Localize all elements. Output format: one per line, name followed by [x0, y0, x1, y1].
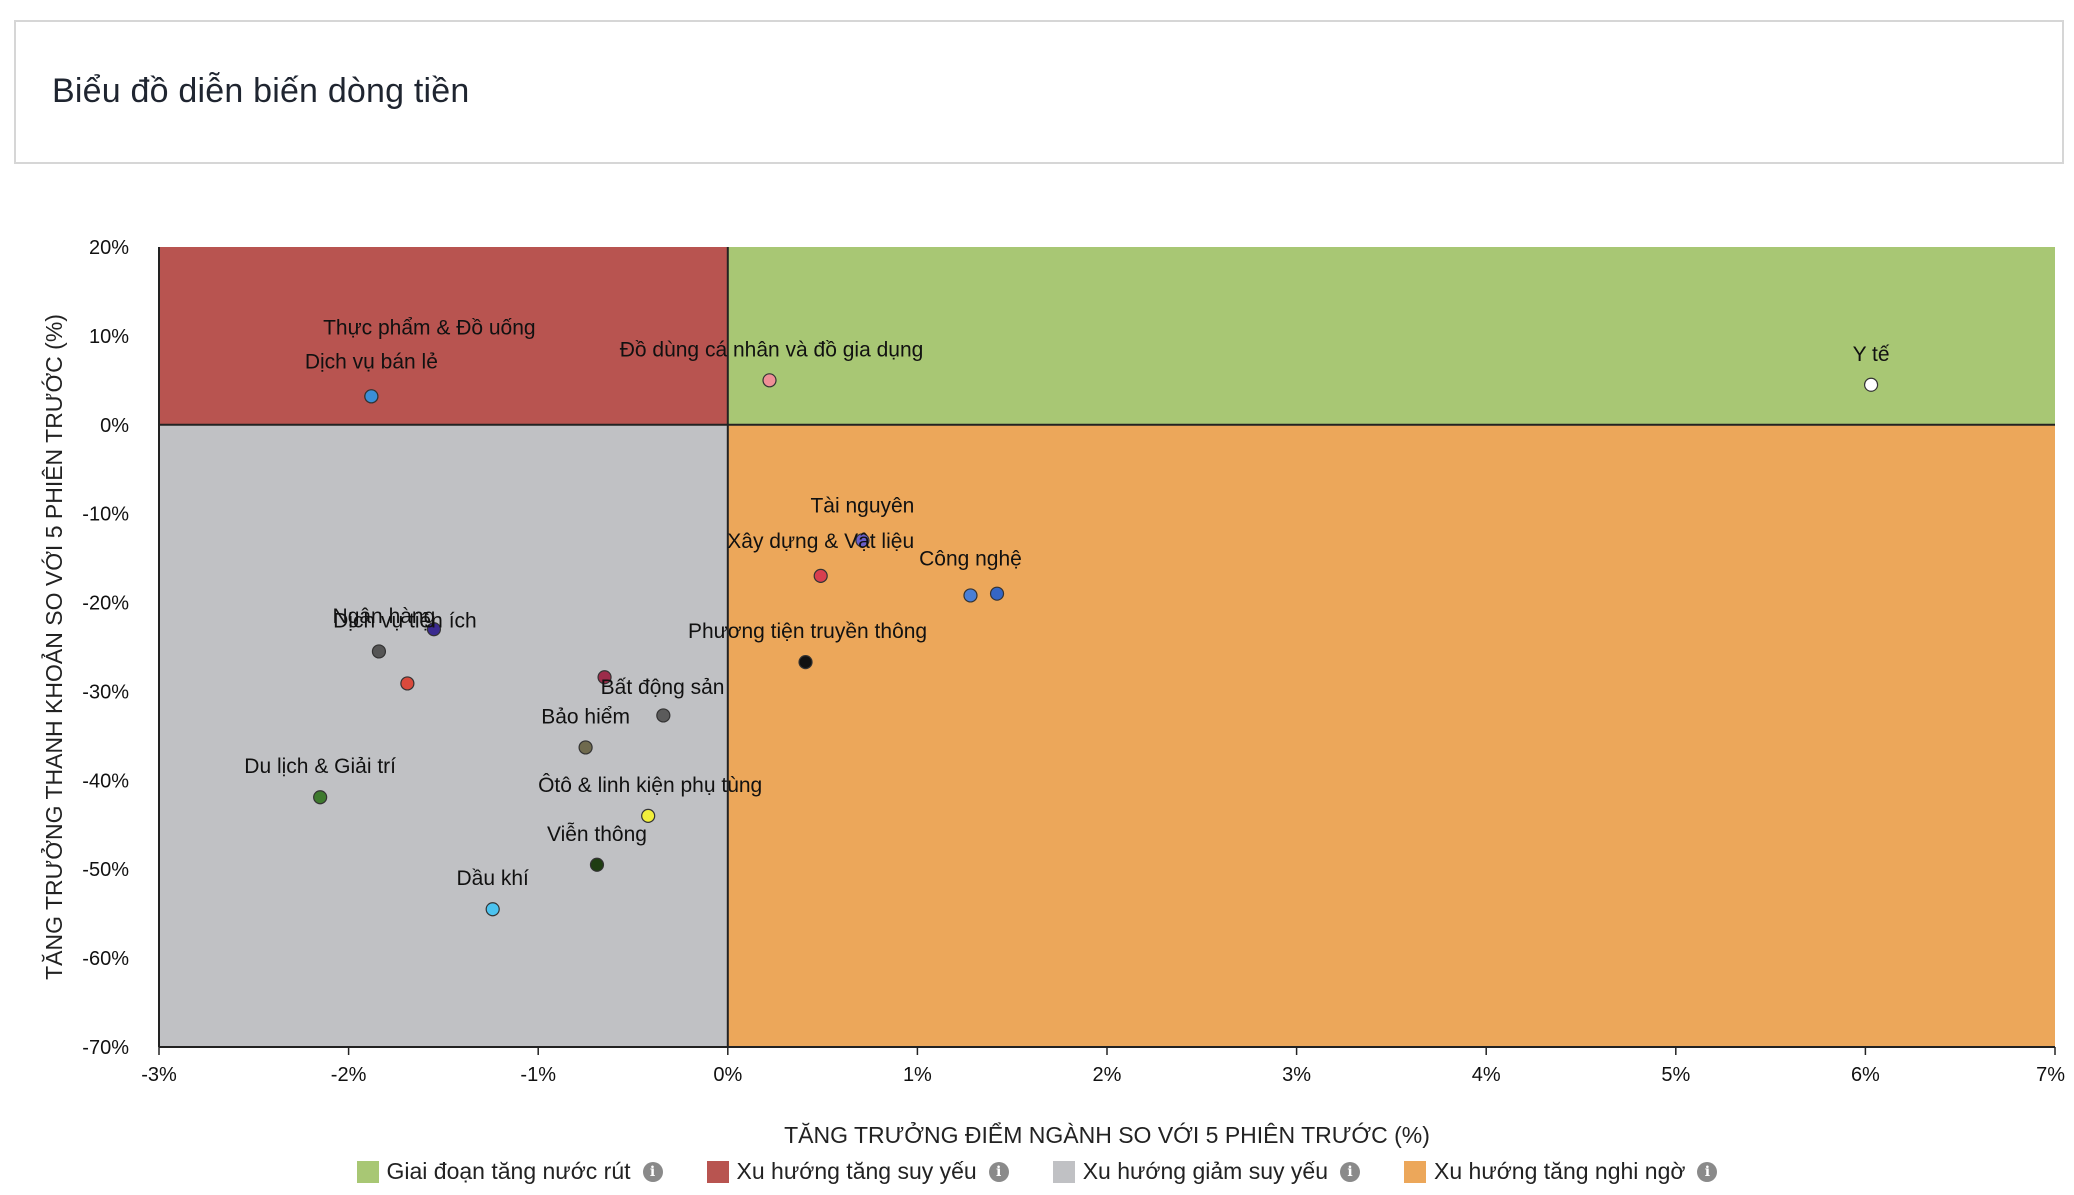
legend-swatch-red: [706, 1160, 729, 1183]
data-point-label: Đồ dùng cá nhân và đồ gia dụng: [620, 338, 924, 361]
quadrant-1: [159, 247, 728, 425]
data-point-label: Phương tiện truyền thông: [688, 620, 927, 643]
data-point-label: Ôtô & linh kiện phụ tùng: [538, 774, 762, 797]
axis-layer: -3% -2% -1% 0% 1% 2% 3% 4% 5% 6% 7% 20% 10% 0% -10% -20…: [82, 237, 2065, 1086]
chart-header-card: Biểu đồ diễn biến dòng tiền: [14, 20, 2064, 164]
legend-item-weakening-downtrend[interactable]: Xu hướng giảm suy yếu i: [1052, 1158, 1360, 1185]
y-tick-label: -20%: [82, 593, 129, 615]
data-point[interactable]: [762, 373, 777, 388]
info-icon[interactable]: i: [988, 1161, 1009, 1182]
x-tick-label: 5%: [1661, 1064, 1690, 1086]
data-point-label: Công nghệ: [919, 547, 1022, 570]
scatter-chart: -3% -2% -1% 0% 1% 2% 3% 4% 5% 6% 7% 20% 10% 0% -10% -20…: [39, 237, 2065, 1148]
info-icon[interactable]: i: [1697, 1161, 1718, 1182]
x-axis-title: TĂNG TRƯỞNG ĐIỂM NGÀNH SO VỚI 5 PHIÊN TR…: [784, 1120, 1430, 1148]
data-point[interactable]: [813, 568, 828, 583]
data-point[interactable]: [313, 790, 328, 805]
data-point[interactable]: [641, 808, 656, 823]
quadrant-0: [727, 247, 2055, 425]
y-tick-label: 10%: [89, 326, 129, 348]
quadrant-layer: [159, 247, 2055, 1047]
y-tick-label: -50%: [82, 859, 129, 881]
x-tick-label: -2%: [331, 1064, 367, 1086]
data-point[interactable]: [597, 670, 612, 685]
page-title: Biểu đồ diễn biến dòng tiền: [52, 72, 470, 110]
quadrant-2: [159, 424, 728, 1047]
data-point-label: Xây dựng & Vật liệu: [727, 530, 914, 553]
x-tick-label: 6%: [1851, 1064, 1880, 1086]
data-point[interactable]: [656, 708, 671, 723]
info-icon[interactable]: i: [642, 1161, 663, 1182]
info-icon[interactable]: i: [1340, 1161, 1360, 1182]
data-point[interactable]: [485, 902, 500, 917]
legend-item-sprint-phase[interactable]: Giai đoạn tăng nước rút i: [356, 1158, 663, 1185]
data-point-label: Bất động sản: [601, 676, 725, 699]
data-point-label: Dịch vụ tiện ích: [333, 609, 477, 632]
y-tick-label: -40%: [82, 770, 129, 792]
x-tick-label: 0%: [713, 1064, 742, 1086]
legend-label: Xu hướng tăng nghi ngờ: [1434, 1158, 1686, 1184]
legend-swatch-orange: [1404, 1160, 1426, 1183]
y-tick-label: 20%: [89, 237, 129, 259]
data-point-label: Tài nguyên: [810, 494, 914, 517]
x-tick-label: 7%: [2036, 1064, 2065, 1086]
data-point[interactable]: [798, 655, 813, 670]
y-tick-label: -10%: [82, 504, 129, 526]
legend-label: Xu hướng giảm suy yếu: [1082, 1158, 1328, 1184]
x-tick-label: 1%: [903, 1064, 932, 1086]
data-point[interactable]: [426, 622, 442, 637]
data-point[interactable]: [371, 644, 387, 659]
point-layer: [313, 373, 1879, 917]
data-point-label: Du lịch & Giải trí: [244, 755, 396, 778]
data-point[interactable]: [989, 586, 1005, 601]
data-point-label: Viễn thông: [547, 823, 647, 846]
data-point[interactable]: [589, 857, 605, 872]
data-point[interactable]: [855, 533, 870, 548]
data-point-label: Dịch vụ bán lẻ: [305, 350, 438, 373]
quadrant-3: [727, 424, 2055, 1047]
data-point[interactable]: [578, 740, 593, 755]
label-layer: Thực phẩm & Đồ uống Dịch vụ bán lẻ Đồ dùng…: [244, 316, 1890, 890]
data-point-label: Thực phẩm & Đồ uống: [323, 316, 536, 339]
data-point[interactable]: [1863, 377, 1879, 392]
data-point[interactable]: [364, 389, 379, 404]
x-tick-label: -1%: [520, 1064, 556, 1086]
legend-item-weakening-uptrend[interactable]: Xu hướng tăng suy yếu i: [706, 1158, 1009, 1185]
data-point[interactable]: [963, 588, 978, 603]
data-point-label: Dầu khí: [457, 867, 530, 890]
y-tick-label: -60%: [82, 948, 129, 970]
x-tick-label: -3%: [141, 1064, 177, 1086]
x-tick-label: 3%: [1282, 1064, 1311, 1086]
y-tick-label: -70%: [82, 1037, 129, 1059]
data-point-label: Ngân hàng: [333, 605, 436, 628]
legend-label: Giai đoạn tăng nước rút: [386, 1158, 631, 1184]
data-point-label: Bảo hiểm: [541, 705, 630, 728]
data-point[interactable]: [400, 676, 415, 691]
legend-item-doubtful-uptrend[interactable]: Xu hướng tăng nghi ngờ i: [1404, 1158, 1718, 1185]
y-axis-title: TĂNG TRƯỞNG THANH KHOẢN SO VỚI 5 PHIÊN T…: [39, 314, 67, 980]
data-point-label: Y tế: [1853, 343, 1890, 366]
chart-legend: Giai đoạn tăng nước rút i Xu hướng tăng …: [0, 1158, 2074, 1185]
x-tick-label: 2%: [1093, 1064, 1122, 1086]
y-tick-label: 0%: [100, 415, 129, 437]
x-tick-label: 4%: [1472, 1064, 1501, 1086]
legend-label: Xu hướng tăng suy yếu: [736, 1158, 977, 1184]
legend-swatch-green: [356, 1160, 379, 1183]
y-tick-label: -30%: [82, 681, 129, 703]
legend-swatch-gray: [1052, 1160, 1075, 1183]
